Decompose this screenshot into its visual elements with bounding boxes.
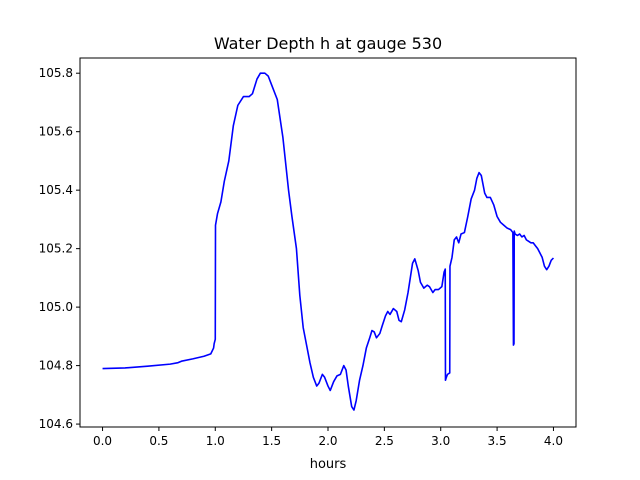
y-tick-label: 105.2 bbox=[39, 242, 73, 256]
x-tick-label: 3.5 bbox=[488, 434, 507, 448]
x-tick-label: 1.5 bbox=[262, 434, 281, 448]
chart-title: Water Depth h at gauge 530 bbox=[214, 34, 442, 53]
x-tick-label: 2.5 bbox=[375, 434, 394, 448]
x-axis-label: hours bbox=[310, 457, 347, 472]
x-tick-label: 1.0 bbox=[206, 434, 225, 448]
y-tick-label: 105.8 bbox=[39, 66, 73, 80]
y-tick-label: 104.6 bbox=[39, 417, 73, 431]
x-tick-label: 0.0 bbox=[93, 434, 112, 448]
x-tick-label: 2.0 bbox=[318, 434, 337, 448]
series-line-1 bbox=[102, 72, 555, 411]
x-tick-label: 0.5 bbox=[149, 434, 168, 448]
y-tick-label: 105.4 bbox=[39, 183, 73, 197]
x-axis-ticks: 0.0 0.5 1.0 1.5 2.0 2.5 3.0 3.5 4.0 bbox=[93, 427, 563, 448]
x-tick-label: 3.0 bbox=[431, 434, 450, 448]
y-tick-label: 104.8 bbox=[39, 359, 73, 373]
y-axis-ticks: 104.6 104.8 105.0 105.2 105.4 105.6 105.8 bbox=[39, 66, 80, 431]
y-tick-label: 105.6 bbox=[39, 125, 73, 139]
y-tick-label: 105.0 bbox=[39, 300, 73, 314]
x-tick-label: 4.0 bbox=[544, 434, 563, 448]
